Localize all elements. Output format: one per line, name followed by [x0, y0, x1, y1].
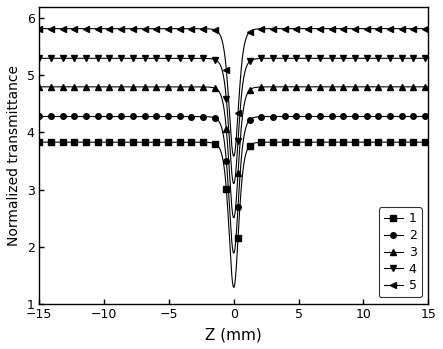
1 [417, 140, 422, 144]
4 [222, 77, 227, 81]
2 [222, 137, 227, 141]
1 [37, 140, 42, 144]
1 [224, 187, 229, 191]
1 [222, 164, 227, 169]
Line: 1: 1 [37, 139, 431, 290]
Y-axis label: Normalized transmittance: Normalized transmittance [7, 65, 21, 246]
2 [248, 117, 253, 121]
1 [232, 285, 237, 289]
Legend: 1, 2, 3, 4, 5: 1, 2, 3, 4, 5 [379, 207, 422, 297]
5 [269, 27, 274, 31]
1 [425, 140, 431, 144]
2 [356, 114, 361, 119]
3 [232, 215, 237, 220]
3 [425, 85, 431, 89]
X-axis label: Z (mm): Z (mm) [206, 327, 262, 342]
3 [269, 85, 274, 89]
2 [425, 114, 431, 119]
4 [37, 56, 42, 60]
4 [224, 97, 229, 101]
2 [232, 251, 237, 255]
5 [222, 48, 227, 52]
3 [356, 85, 361, 89]
Line: 4: 4 [37, 55, 431, 186]
Line: 2: 2 [37, 114, 431, 256]
Line: 5: 5 [37, 26, 431, 159]
4 [232, 181, 237, 185]
4 [425, 56, 431, 60]
2 [417, 114, 422, 119]
4 [417, 56, 422, 60]
2 [37, 114, 42, 119]
3 [37, 85, 42, 89]
1 [248, 143, 253, 147]
3 [417, 85, 422, 89]
1 [269, 140, 274, 144]
5 [417, 27, 422, 31]
5 [224, 68, 229, 72]
1 [356, 140, 361, 144]
2 [224, 159, 229, 163]
2 [269, 114, 274, 119]
3 [248, 87, 253, 91]
5 [232, 154, 237, 158]
4 [248, 59, 253, 63]
Line: 3: 3 [37, 84, 431, 220]
4 [269, 56, 274, 60]
4 [356, 56, 361, 60]
5 [248, 29, 253, 33]
5 [425, 27, 431, 31]
5 [37, 27, 42, 31]
3 [222, 107, 227, 111]
5 [356, 27, 361, 31]
3 [224, 127, 229, 131]
